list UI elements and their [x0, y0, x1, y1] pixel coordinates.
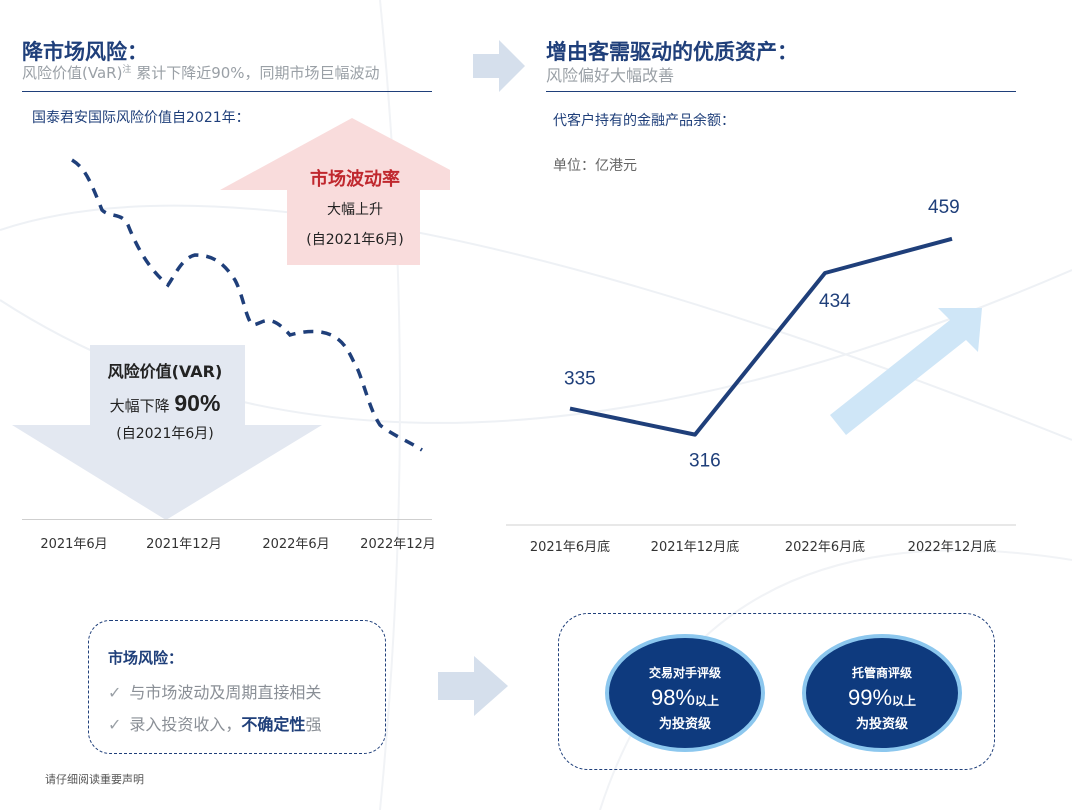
var-callout-line3: (自2021年6月) — [116, 426, 214, 442]
market-risk-title: 市场风险： — [108, 649, 184, 667]
left-tick: 2022年12月 — [360, 537, 436, 552]
var-callout-title: 风险价值(VAR) — [107, 362, 223, 381]
var-callout: 风险价值(VAR) 大幅下降 90% (自2021年6月) — [90, 358, 240, 443]
left-tick: 2022年6月 — [262, 537, 330, 552]
footnote-marker: 注 — [122, 65, 132, 75]
volatility-line2: 大幅上升 — [327, 202, 383, 218]
custodian-rating-badge: 托管商评级 99%以上 为投资级 — [802, 634, 962, 752]
left-subtitle: 风险价值(VaR)注 累计下降近90%，同期市场巨幅波动 — [22, 64, 380, 82]
unit-label: 单位：亿港元 — [553, 158, 637, 174]
aum-series-line — [569, 236, 953, 437]
left-divider — [22, 91, 432, 92]
aum-data-label: 459 — [928, 197, 960, 218]
market-risk-item: ✓ 与市场波动及周期直接相关 — [108, 683, 322, 702]
volatility-title: 市场波动率 — [310, 169, 400, 190]
var-illustration — [12, 118, 450, 520]
up-arrow-shape — [220, 118, 450, 265]
volatility-line3: (自2021年6月) — [306, 232, 404, 248]
left-tick: 2021年12月 — [146, 537, 222, 552]
growth-arrow-shape — [830, 308, 982, 435]
right-title: 增由客需驱动的优质资产： — [546, 40, 798, 64]
market-risk-item: ✓ 录入投资收入，不确定性强 — [108, 715, 322, 734]
aum-data-label: 316 — [689, 451, 721, 472]
var-callout-pct: 90% — [174, 390, 221, 416]
aum-x-tick: 2021年12月底 — [651, 539, 740, 555]
aum-data-label: 335 — [564, 369, 596, 390]
aum-x-tick: 2022年12月底 — [908, 539, 997, 555]
right-caption: 代客户持有的金融产品余额： — [553, 113, 735, 129]
market-risk-box: 市场风险： ✓ 与市场波动及周期直接相关 ✓ 录入投资收入，不确定性强 — [88, 620, 386, 754]
counterparty-rating-badge: 交易对手评级 98%以上 为投资级 — [605, 634, 765, 752]
bottom-arrow-icon — [438, 656, 508, 716]
right-arrow-icon — [473, 40, 525, 92]
aum-x-tick: 2021年6月底 — [530, 539, 610, 555]
disclaimer-footer: 请仔细阅读重要声明 — [45, 773, 144, 786]
aum-line-chart: 335 316 434 459 2021年6月底 2021年12月底 2022年6月底 20… — [506, 197, 1016, 555]
aum-x-tick: 2022年6月底 — [785, 539, 865, 555]
volatility-callout: 市场波动率 大幅上升 (自2021年6月) — [295, 165, 415, 249]
left-tick: 2021年6月 — [40, 537, 108, 552]
check-icon: ✓ — [108, 683, 122, 702]
var-callout-line2: 大幅下降 90% — [109, 390, 221, 416]
right-subtitle: 风险偏好大幅改善 — [546, 66, 675, 85]
left-title: 降市场风险： — [22, 40, 148, 64]
aum-data-label: 434 — [819, 291, 851, 312]
ratings-box — [558, 613, 995, 770]
left-axis-line — [22, 519, 432, 520]
left-caption: 国泰君安国际风险价值自2021年： — [32, 110, 250, 126]
right-divider — [546, 91, 1016, 92]
down-arrow-shape — [12, 345, 322, 520]
var-dashed-line — [71, 158, 423, 452]
check-icon: ✓ — [108, 715, 122, 734]
